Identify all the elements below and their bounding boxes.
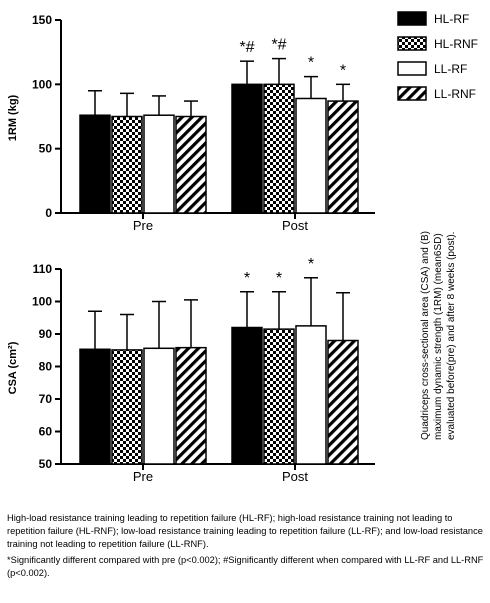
significance-mark: * (244, 270, 250, 287)
bar-hl-rnf-post (263, 328, 295, 465)
y-tick-label: 50 (39, 142, 53, 156)
footnote-abbreviations: High-load resistance training leading to… (7, 513, 483, 549)
legend-label-ll-rnf: LL-RNF (434, 87, 476, 101)
y-tick-label: 110 (33, 262, 53, 276)
category-label-pre: Pre (133, 218, 153, 233)
bar-ll-rf-post (295, 97, 327, 214)
bar-ll-rf-pre (143, 114, 175, 214)
bar-hl-rf-pre (79, 348, 111, 465)
bar-hl-rnf-pre (111, 349, 143, 465)
legend-swatch-hl-rf (397, 11, 427, 26)
bar-hl-rnf-post (263, 83, 295, 214)
significance-mark: * (308, 55, 314, 72)
figure: 0 50 100 150 1RM (kg) Pre Post *# *# * * 50 60 70 80 9… (7, 11, 478, 484)
legend-label-ll-rf: LL-RF (434, 62, 467, 76)
legend-swatch-hl-rnf (397, 36, 427, 51)
y-tick-label: 60 (39, 425, 53, 439)
category-label-post: Post (282, 469, 308, 484)
y-axis-label: 1RM (kg) (7, 94, 19, 141)
y-tick-label: 100 (32, 295, 52, 309)
chart-csa: 50 60 70 80 90 100 110 CSA (cm²) Pre Post * * * (7, 256, 375, 484)
significance-mark: * (308, 256, 314, 273)
bar-ll-rf-post (295, 325, 327, 465)
legend-swatch-ll-rnf (397, 86, 427, 101)
significance-mark: *# (271, 37, 286, 54)
legend-label-hl-rnf: HL-RNF (434, 37, 478, 51)
bar-hl-rf-post (231, 83, 263, 214)
significance-mark: * (340, 62, 346, 79)
y-axis-label: CSA (cm²) (7, 341, 19, 394)
y-tick-label: 90 (39, 327, 53, 341)
bar-ll-rnf-post (327, 100, 359, 214)
bar-ll-rf-pre (143, 347, 175, 465)
category-label-post: Post (282, 218, 308, 233)
bar-hl-rnf-pre (111, 115, 143, 214)
y-tick-label: 150 (32, 13, 52, 27)
footnote-significance: *Significantly different compared with p… (7, 555, 484, 578)
bar-hl-rf-post (231, 326, 263, 465)
legend-label-hl-rf: HL-RF (434, 12, 469, 26)
figure-caption: Quadriceps cross-sectional area (CSA) an… (420, 231, 457, 440)
bar-ll-rnf-pre (175, 115, 207, 214)
footnotes: High-load resistance training leading to… (7, 512, 485, 583)
y-tick-label: 100 (32, 77, 52, 91)
y-tick-label: 0 (45, 206, 52, 220)
y-tick-label: 50 (39, 457, 53, 471)
category-label-pre: Pre (133, 469, 153, 484)
y-tick-label: 70 (39, 392, 53, 406)
bar-ll-rnf-pre (175, 346, 207, 465)
bar-ll-rnf-post (327, 339, 359, 465)
significance-mark: *# (239, 39, 254, 56)
y-tick-label: 80 (39, 360, 53, 374)
significance-mark: * (276, 270, 282, 287)
legend: HL-RF HL-RNF LL-RF LL-RNF (397, 11, 478, 101)
bar-hl-rf-pre (79, 114, 111, 214)
legend-swatch-ll-rf (397, 61, 427, 76)
chart-1rm: 0 50 100 150 1RM (kg) Pre Post *# *# * * (7, 13, 375, 233)
